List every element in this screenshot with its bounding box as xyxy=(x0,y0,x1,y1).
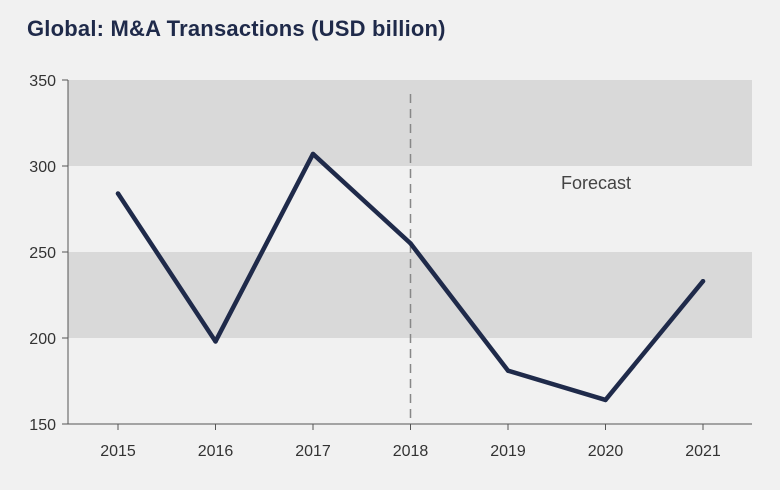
x-tick-label: 2020 xyxy=(588,443,624,460)
shaded-bands xyxy=(68,80,752,338)
data-point xyxy=(700,279,706,284)
data-point xyxy=(408,241,413,246)
y-tick-label: 300 xyxy=(29,159,56,176)
y-tick-label: 350 xyxy=(29,73,56,90)
data-series xyxy=(115,151,706,403)
y-tick-label: 250 xyxy=(29,245,56,262)
data-point xyxy=(505,368,511,373)
y-tick-label: 150 xyxy=(29,417,56,434)
x-tick-label: 2019 xyxy=(490,443,526,460)
forecast-label: Forecast xyxy=(561,173,631,193)
x-tick-labels: 2015 2016 2017 2018 2019 2020 2021 xyxy=(100,443,721,460)
x-tick-label: 2016 xyxy=(198,443,234,460)
data-point xyxy=(115,191,121,196)
x-tick-label: 2015 xyxy=(100,443,136,460)
data-point xyxy=(213,339,218,344)
data-point xyxy=(603,397,608,403)
x-tick-label: 2018 xyxy=(393,443,429,460)
y-tick-labels: 150 200 250 300 350 xyxy=(29,73,56,434)
shaded-band-1 xyxy=(68,80,752,166)
y-tick-label: 200 xyxy=(29,331,56,348)
data-point xyxy=(310,151,316,157)
chart-axes xyxy=(62,79,752,430)
chart-title: Global: M&A Transactions (USD billion) xyxy=(27,16,446,41)
x-tick-label: 2021 xyxy=(685,443,721,460)
annotations: Forecast xyxy=(561,173,631,193)
x-tick-label: 2017 xyxy=(295,443,331,460)
